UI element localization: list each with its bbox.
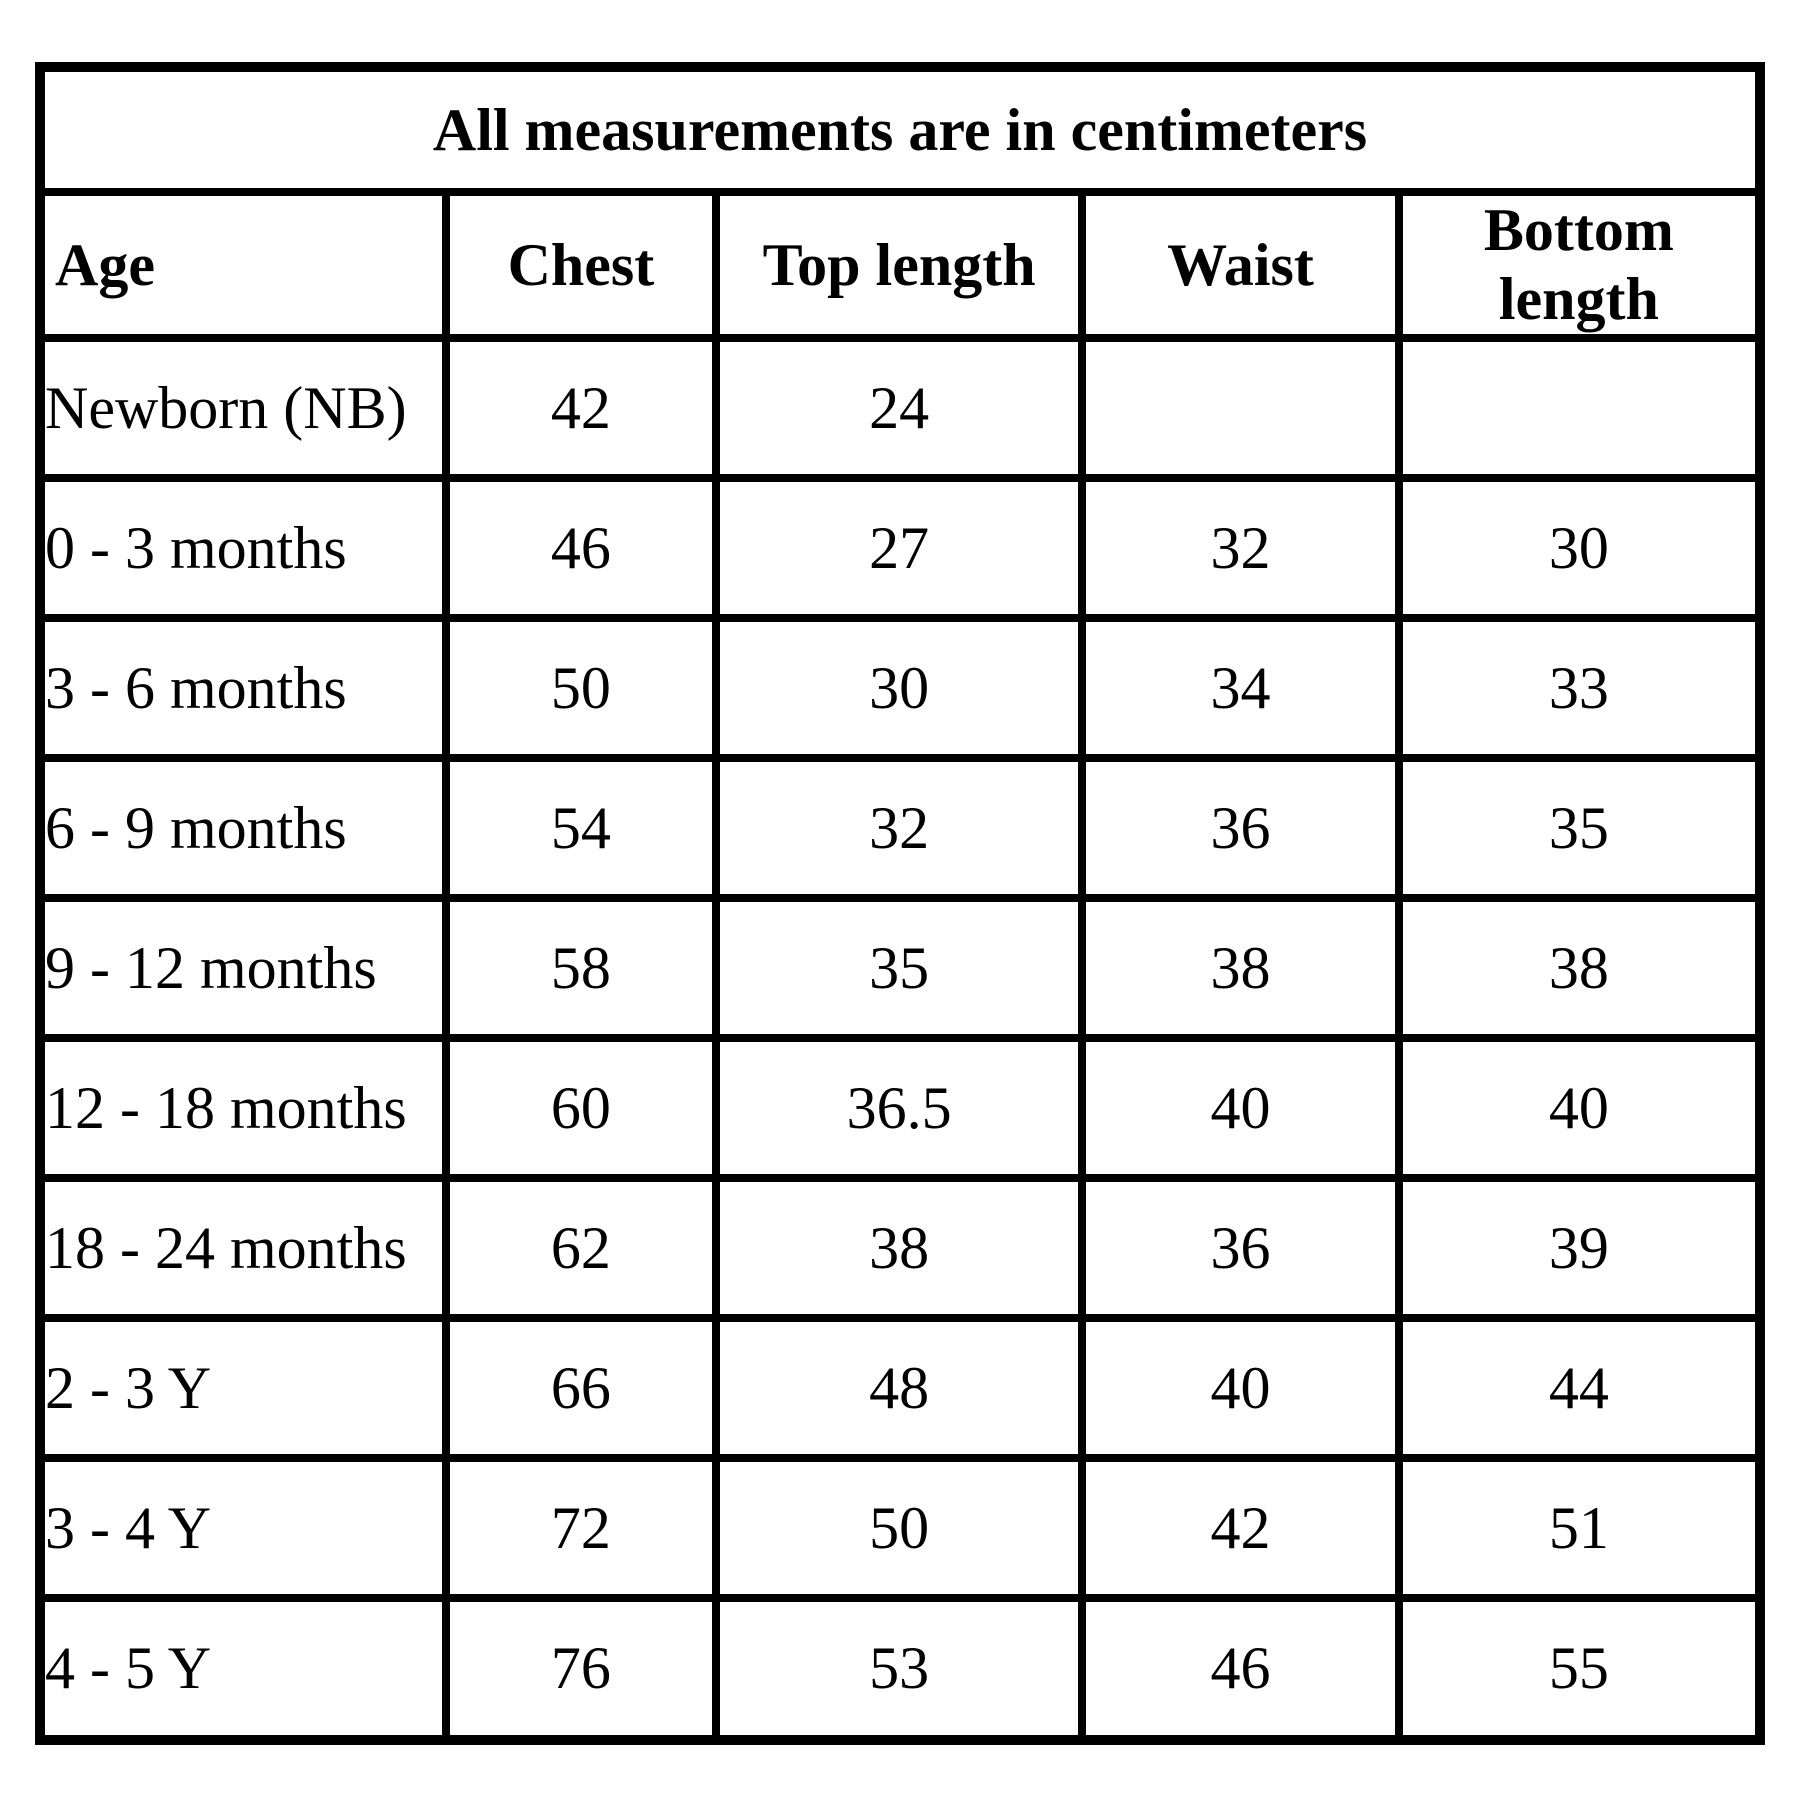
table-row-0-3-months: 0 - 3 months 46 27 32 30 [36,474,1765,623]
cell-chest: 62 [441,1174,720,1323]
cell-chest: 42 [441,333,720,483]
column-header-bottom-length: Bottom length [1394,188,1765,342]
cell-chest: 50 [441,614,720,763]
cell-top-length: 32 [711,754,1087,903]
row-label: 2 - 3 Y [36,1314,450,1463]
cell-bottom-length: 55 [1394,1594,1765,1744]
row-label: 4 - 5 Y [36,1594,450,1744]
table-row-9-12-months: 9 - 12 months 58 35 38 38 [36,894,1765,1043]
row-label: 0 - 3 months [36,474,450,623]
cell-bottom-length: 44 [1394,1314,1765,1463]
cell-chest: 72 [441,1454,720,1603]
cell-waist: 36 [1078,754,1403,903]
cell-chest: 46 [441,474,720,623]
cell-top-length: 35 [711,894,1087,1043]
cell-waist: 40 [1078,1314,1403,1463]
column-header-age: Age [36,188,450,342]
cell-bottom-length: 33 [1394,614,1765,763]
cell-waist [1078,333,1403,483]
row-label: Newborn (NB) [36,333,450,483]
size-chart: All measurements are in centimeters Age … [35,62,1765,1745]
table-row-6-9-months: 6 - 9 months 54 32 36 35 [36,754,1765,903]
cell-waist: 34 [1078,614,1403,763]
cell-bottom-length: 38 [1394,894,1765,1043]
table-row-newborn: Newborn (NB) 42 24 [36,333,1765,483]
title-row: All measurements are in centimeters [36,63,1764,196]
cell-chest: 58 [441,894,720,1043]
cell-waist: 42 [1078,1454,1403,1603]
cell-top-length: 30 [711,614,1087,763]
cell-bottom-length: 39 [1394,1174,1765,1323]
row-label: 3 - 4 Y [36,1454,450,1603]
row-label: 6 - 9 months [36,754,450,903]
table-row-18-24-months: 18 - 24 months 62 38 36 39 [36,1174,1765,1323]
cell-top-length: 53 [711,1594,1087,1744]
table-row-2-3-y: 2 - 3 Y 66 48 40 44 [36,1314,1765,1463]
cell-top-length: 50 [711,1454,1087,1603]
cell-bottom-length [1394,333,1765,483]
cell-top-length: 36.5 [711,1034,1087,1183]
table-row-4-5-y: 4 - 5 Y 76 53 46 55 [36,1594,1765,1744]
header-row: Age Chest Top length Waist Bottom length [36,188,1765,342]
cell-top-length: 24 [711,333,1087,483]
size-chart-table: All measurements are in centimeters Age … [35,62,1765,1745]
cell-bottom-length: 51 [1394,1454,1765,1603]
cell-chest: 54 [441,754,720,903]
cell-top-length: 27 [711,474,1087,623]
cell-chest: 76 [441,1594,720,1744]
cell-waist: 46 [1078,1594,1403,1744]
table-row-12-18-months: 12 - 18 months 60 36.5 40 40 [36,1034,1765,1183]
cell-bottom-length: 30 [1394,474,1765,623]
column-header-top-length: Top length [711,188,1087,342]
table-title: All measurements are in centimeters [36,63,1764,196]
cell-waist: 38 [1078,894,1403,1043]
cell-top-length: 48 [711,1314,1087,1463]
table-row-3-6-months: 3 - 6 months 50 30 34 33 [36,614,1765,763]
row-label: 3 - 6 months [36,614,450,763]
cell-bottom-length: 40 [1394,1034,1765,1183]
cell-bottom-length: 35 [1394,754,1765,903]
row-label: 12 - 18 months [36,1034,450,1183]
row-label: 9 - 12 months [36,894,450,1043]
column-header-waist: Waist [1078,188,1403,342]
cell-waist: 40 [1078,1034,1403,1183]
table-row-3-4-y: 3 - 4 Y 72 50 42 51 [36,1454,1765,1603]
row-label: 18 - 24 months [36,1174,450,1323]
cell-chest: 60 [441,1034,720,1183]
column-header-chest: Chest [441,188,720,342]
cell-top-length: 38 [711,1174,1087,1323]
cell-waist: 36 [1078,1174,1403,1323]
cell-waist: 32 [1078,474,1403,623]
cell-chest: 66 [441,1314,720,1463]
